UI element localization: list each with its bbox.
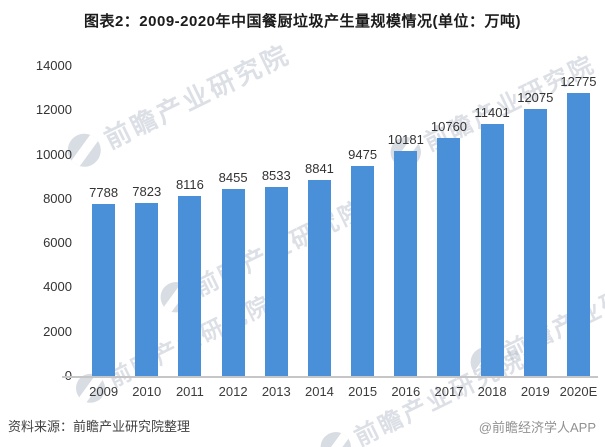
x-axis-label: 2020E [559, 384, 598, 399]
bar-group: 9475 [341, 66, 384, 376]
bar-group: 7788 [82, 66, 125, 376]
bar [523, 108, 547, 376]
bar-group: 11401 [471, 66, 514, 376]
bar [480, 123, 504, 376]
bar [394, 150, 418, 376]
bar-group: 10760 [427, 66, 470, 376]
bar-value-label: 8116 [175, 177, 204, 193]
bar-value-label: 7788 [89, 184, 119, 200]
x-axis-label: 2013 [261, 384, 291, 399]
bar [178, 196, 202, 376]
y-axis-tick-label: 10000 [35, 146, 72, 162]
x-axis-label: 2015 [348, 384, 378, 399]
y-axis-tick-label: 14000 [35, 58, 72, 73]
x-axis-label: 2011 [175, 384, 204, 399]
x-axis-label: 2019 [520, 384, 550, 399]
bar-value-label: 8533 [261, 168, 291, 184]
x-axis-label: 2016 [391, 384, 421, 399]
x-axis-line [62, 376, 598, 378]
bar-value-label: 9475 [348, 147, 378, 163]
bar [307, 180, 331, 376]
x-axis-label: 2009 [89, 384, 119, 399]
y-axis-tick-label: 12000 [35, 102, 72, 118]
x-axis-label: 2017 [434, 384, 464, 399]
bar-group: 8841 [298, 66, 341, 376]
bar [92, 203, 116, 376]
y-axis-tick-label: 4000 [43, 279, 72, 295]
bar-group: 8533 [255, 66, 298, 376]
bar-value-label: 12775 [560, 74, 597, 90]
y-axis-tick-label: 8000 [43, 190, 72, 206]
bar-value-label: 8841 [304, 161, 334, 177]
credit-note: @前瞻经济学人APP [478, 420, 596, 435]
y-axis-tick-label: 0 [12, 369, 72, 383]
bar [221, 188, 245, 376]
bar [566, 93, 590, 376]
bar-value-label: 11401 [474, 104, 510, 120]
bar [437, 137, 461, 376]
bar-group: 10181 [384, 66, 427, 376]
x-axis-label: 2010 [132, 384, 162, 399]
source-note: 资料来源：前瞻产业研究院整理 [8, 419, 191, 434]
bar-group: 8455 [212, 66, 255, 376]
x-axis-label: 2012 [218, 384, 248, 399]
bar-value-label: 10181 [387, 131, 424, 147]
bar-value-label: 12075 [517, 89, 554, 105]
bar-group: 7823 [125, 66, 168, 376]
y-axis-tick-label: 6000 [43, 235, 72, 251]
bar-value-label: 8455 [218, 169, 248, 185]
bar-value-label: 10760 [430, 118, 468, 134]
x-axis-label: 2014 [304, 384, 334, 399]
y-axis-tick-label: 2000 [43, 323, 72, 339]
bar-group: 12075 [514, 66, 557, 376]
bar [264, 187, 288, 376]
x-axis-label: 2018 [477, 384, 507, 399]
bar [135, 202, 159, 376]
bar-group: 8116 [168, 66, 211, 376]
chart-title: 图表2：2009-2020年中国餐厨垃圾产生量规模情况(单位：万吨) [83, 13, 522, 30]
bar-group: 12775 [557, 66, 600, 376]
bar-value-label: 7823 [132, 183, 162, 199]
bar-series: 7788 7823 8116 8455 8533 8841 9475 10181 10760 11… [82, 66, 600, 376]
bar [351, 166, 375, 376]
x-axis-labels: 2009 2010 2011 2012 2013 2014 2015 2016 2017 2018… [82, 384, 600, 399]
